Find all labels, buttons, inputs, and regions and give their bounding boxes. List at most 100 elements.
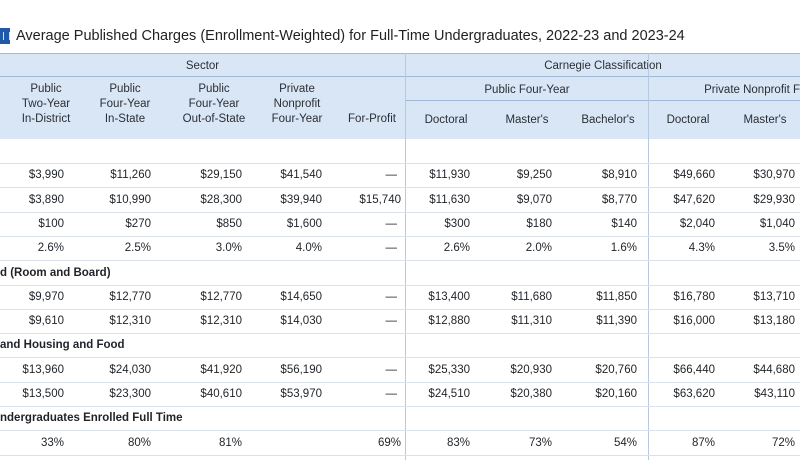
table-cell: $25,330 <box>428 363 470 376</box>
section-row: and Housing and Food <box>0 333 800 359</box>
column-header-10-line3: Master's <box>743 114 787 126</box>
table-cell: — <box>385 290 398 303</box>
column-header-6-line3: Doctoral <box>424 114 468 126</box>
column-divider <box>405 53 406 460</box>
table-cell: 4.0% <box>295 242 322 255</box>
table-row <box>0 139 800 164</box>
table-cell: $8,910 <box>601 169 637 182</box>
column-header-2-line3: In-State <box>104 113 146 125</box>
table-cell: $12,770 <box>200 290 242 303</box>
table-cell: — <box>385 363 398 376</box>
table-cell: $49,660 <box>673 169 715 182</box>
table-cell: $39,940 <box>280 193 322 206</box>
table-cell: — <box>385 242 398 255</box>
table-cell: 2.6% <box>443 242 470 255</box>
table-cell: 87% <box>691 436 715 449</box>
table-cell: 83% <box>446 436 470 449</box>
table-cell: $100 <box>38 217 64 230</box>
table-cell: 81% <box>218 436 242 449</box>
table-cell: $13,400 <box>428 290 470 303</box>
section-row: ndergraduates Enrolled Full Time <box>0 406 800 432</box>
column-header-9-line3: Doctoral <box>666 114 710 126</box>
table-cell: $20,930 <box>510 363 552 376</box>
table-cell: $9,250 <box>516 169 552 182</box>
table-cell: $300 <box>444 217 470 230</box>
table-row: 2.6% 2.5% 3.0% 4.0% — 2.6% 2.0% 1.6% 4.3% 3.5% <box>0 236 800 262</box>
table-cell: — <box>385 217 398 230</box>
table-cell: 80% <box>127 436 151 449</box>
table-cell: $1,040 <box>759 217 795 230</box>
public-four-year-group-label: Public Four-Year <box>484 84 570 96</box>
column-header-1-line1: Public <box>30 83 62 95</box>
table-cell: $11,930 <box>429 169 470 182</box>
table-cell: $14,030 <box>280 315 322 328</box>
table-cell: $12,310 <box>200 315 242 328</box>
table-cell: $41,920 <box>200 363 242 376</box>
table-cell: $16,000 <box>673 315 715 328</box>
table-row: 33% 80% 81% 69% 83% 73% 54% 87% 72% <box>0 431 800 456</box>
table-cell: — <box>385 315 398 328</box>
table-cell: $10,990 <box>109 193 151 206</box>
table-cell: $140 <box>611 217 637 230</box>
table-cell: $28,300 <box>200 193 242 206</box>
table-cell: 3.5% <box>768 242 795 255</box>
table-cell: $180 <box>526 217 552 230</box>
table-row: $9,970 $12,770 $12,770 $14,650 — $13,400 $11,6… <box>0 285 800 310</box>
table-cell: $16,780 <box>673 290 715 303</box>
table-cell: $3,990 <box>28 169 64 182</box>
section-label: and Housing and Food <box>0 339 125 352</box>
table-cell: $15,740 <box>359 193 401 206</box>
table-cell: 2.5% <box>124 242 151 255</box>
column-header-4-line3: Four-Year <box>271 113 323 125</box>
section-label: ndergraduates Enrolled Full Time <box>0 412 183 425</box>
table-cell: $13,960 <box>22 363 64 376</box>
table-cell: 3.0% <box>215 242 242 255</box>
table-cell: $3,890 <box>28 193 64 206</box>
table-cell: $9,970 <box>28 290 64 303</box>
table-cell: $44,680 <box>753 363 795 376</box>
table-row: $3,990 $11,260 $29,150 $41,540 — $11,930 $9,25… <box>0 163 800 189</box>
table-cell: $47,620 <box>673 193 715 206</box>
column-header-8-line3: Bachelor's <box>581 114 635 126</box>
table-cell: $11,850 <box>596 290 637 303</box>
table-cell: $56,190 <box>280 363 322 376</box>
column-header-3-line3: Out-of-State <box>182 113 246 125</box>
table-cell: 4.3% <box>688 242 715 255</box>
table-cell: $13,500 <box>22 388 64 400</box>
table-cell: $20,160 <box>595 388 637 400</box>
table-cell: $23,300 <box>109 388 151 400</box>
charges-table: Sector Carnegie Classification Public Fo… <box>0 53 800 460</box>
table-cell: $11,390 <box>596 315 637 328</box>
table-cell: $53,970 <box>280 388 322 400</box>
table-cell: $850 <box>216 217 242 230</box>
table-row: $100 $270 $850 $1,600 — $300 $180 $140 $2,040 $1,… <box>0 212 800 237</box>
column-header-1-line3: In-District <box>21 113 71 125</box>
table-cell: 72% <box>771 436 795 449</box>
table-header: Sector Carnegie Classification Public Fo… <box>0 53 800 139</box>
table-cell: $11,680 <box>511 290 552 303</box>
table-cell: — <box>385 388 398 400</box>
column-header-4-line2: Nonprofit <box>273 98 321 110</box>
table-cell: $30,970 <box>753 169 795 182</box>
table-cell: $2,040 <box>679 217 715 230</box>
table-cell: $24,510 <box>428 388 470 400</box>
column-header-2-line2: Four-Year <box>99 98 151 110</box>
table-cell: $20,760 <box>595 363 637 376</box>
column-header-1-line2: Two-Year <box>21 98 71 110</box>
table-cell: $12,310 <box>109 315 151 328</box>
table-cell: $13,180 <box>753 315 795 328</box>
section-label: d (Room and Board) <box>0 266 111 279</box>
table-cell: 73% <box>528 436 552 449</box>
table-cell: $11,630 <box>429 193 470 206</box>
column-header-3-line2: Four-Year <box>188 98 240 110</box>
table-title-bar: Average Published Charges (Enrollment-We… <box>0 24 800 48</box>
table-cell: $63,620 <box>673 388 715 400</box>
table-cell: — <box>385 169 398 182</box>
table-cell: $8,770 <box>601 193 637 206</box>
table-row: $13,960 $24,030 $41,920 $56,190 — $25,330 $20,… <box>0 358 800 383</box>
private-nonprofit-group-label: Private Nonprofit F <box>704 84 800 96</box>
table-cell: $11,310 <box>511 315 552 328</box>
column-header-4-line1: Private <box>279 83 315 95</box>
carnegie-group-label: Carnegie Classification <box>544 60 662 72</box>
table-cell: 1.6% <box>610 242 637 255</box>
